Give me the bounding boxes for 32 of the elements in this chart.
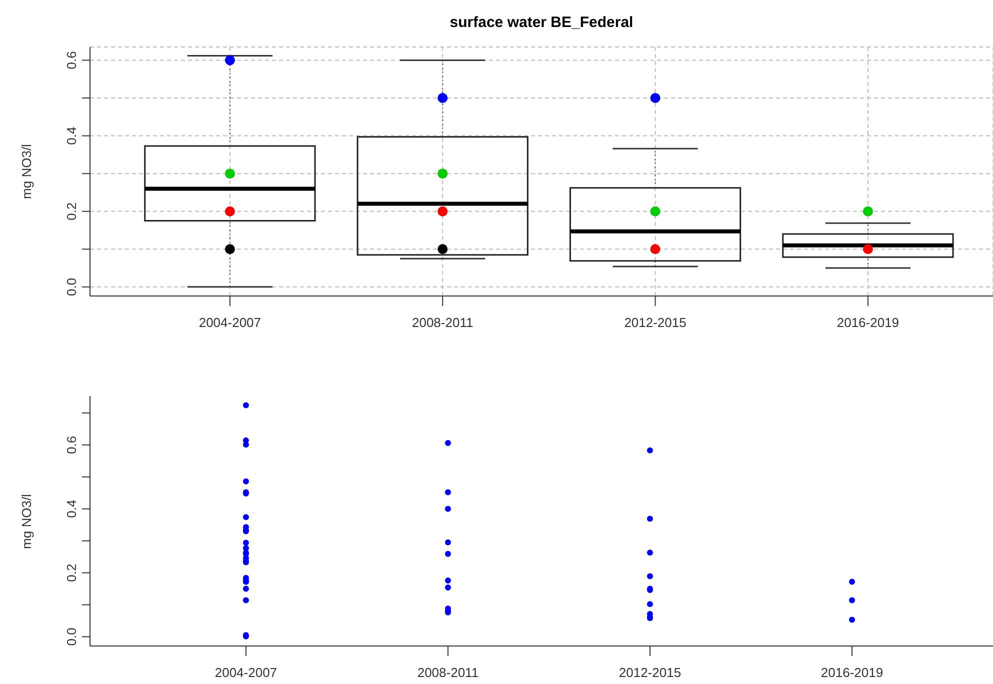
point (650, 206, 660, 216)
y-tick-label: 0.2 (64, 202, 79, 220)
x-tick-label: 2008-2011 (417, 665, 479, 680)
point (224, 168, 235, 179)
point (650, 244, 660, 254)
y-axis-title: mg NO3/l (18, 144, 34, 199)
point (650, 93, 660, 104)
point (438, 206, 448, 216)
x-tick-label: 2012-2015 (624, 315, 686, 330)
y-tick-label: 0.6 (64, 436, 79, 454)
point (862, 206, 873, 216)
point (438, 168, 448, 179)
point (224, 244, 235, 254)
point (438, 244, 448, 254)
point (438, 93, 448, 104)
point (224, 55, 235, 66)
x-tick-label: 2016-2019 (836, 315, 900, 330)
y-tick-label: 0.0 (64, 628, 79, 646)
x-tick-label: 2004-2007 (198, 315, 262, 330)
x-tick-label: 2008-2011 (412, 315, 474, 330)
chart-title: surface water BE_Federal (448, 14, 634, 31)
y-tick-label: 0.2 (64, 564, 79, 582)
x-tick-label: 2016-2019 (820, 665, 884, 680)
point (224, 206, 235, 216)
y-tick-label: 0.4 (64, 126, 79, 145)
y-axis-title: mg NO3/l (18, 494, 34, 548)
y-tick-label: 0.4 (64, 500, 79, 518)
y-tick-label: 0.0 (64, 278, 79, 296)
y-tick-label: 0.6 (64, 51, 79, 70)
x-tick-label: 2004-2007 (214, 665, 278, 680)
x-tick-label: 2012-2015 (618, 665, 682, 680)
point (862, 244, 873, 254)
